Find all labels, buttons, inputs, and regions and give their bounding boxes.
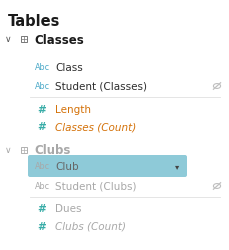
Text: Abc: Abc — [35, 162, 50, 171]
Text: #: # — [37, 221, 46, 231]
Text: ▾: ▾ — [174, 162, 178, 171]
Text: Clubs (Count): Clubs (Count) — [55, 221, 125, 231]
Text: Classes (Count): Classes (Count) — [55, 122, 136, 132]
Text: #: # — [37, 203, 46, 213]
Text: Class: Class — [55, 63, 82, 73]
Text: Abc: Abc — [35, 63, 50, 72]
Bar — [21, 37, 27, 42]
Text: Club: Club — [55, 161, 78, 171]
Text: Abc: Abc — [35, 182, 50, 191]
Text: Classes: Classes — [34, 33, 83, 46]
Bar — [21, 148, 27, 153]
Text: Student (Classes): Student (Classes) — [55, 82, 146, 92]
FancyBboxPatch shape — [28, 156, 186, 177]
Text: #: # — [37, 122, 46, 132]
Text: Abc: Abc — [35, 82, 50, 91]
Text: Dues: Dues — [55, 203, 81, 213]
Text: #: # — [37, 104, 46, 115]
Text: Length: Length — [55, 104, 91, 115]
Text: ∨: ∨ — [5, 146, 12, 155]
Text: Student (Clubs): Student (Clubs) — [55, 181, 136, 191]
Text: Tables: Tables — [8, 14, 60, 29]
Text: Clubs: Clubs — [34, 144, 70, 157]
Text: ∨: ∨ — [5, 35, 12, 44]
